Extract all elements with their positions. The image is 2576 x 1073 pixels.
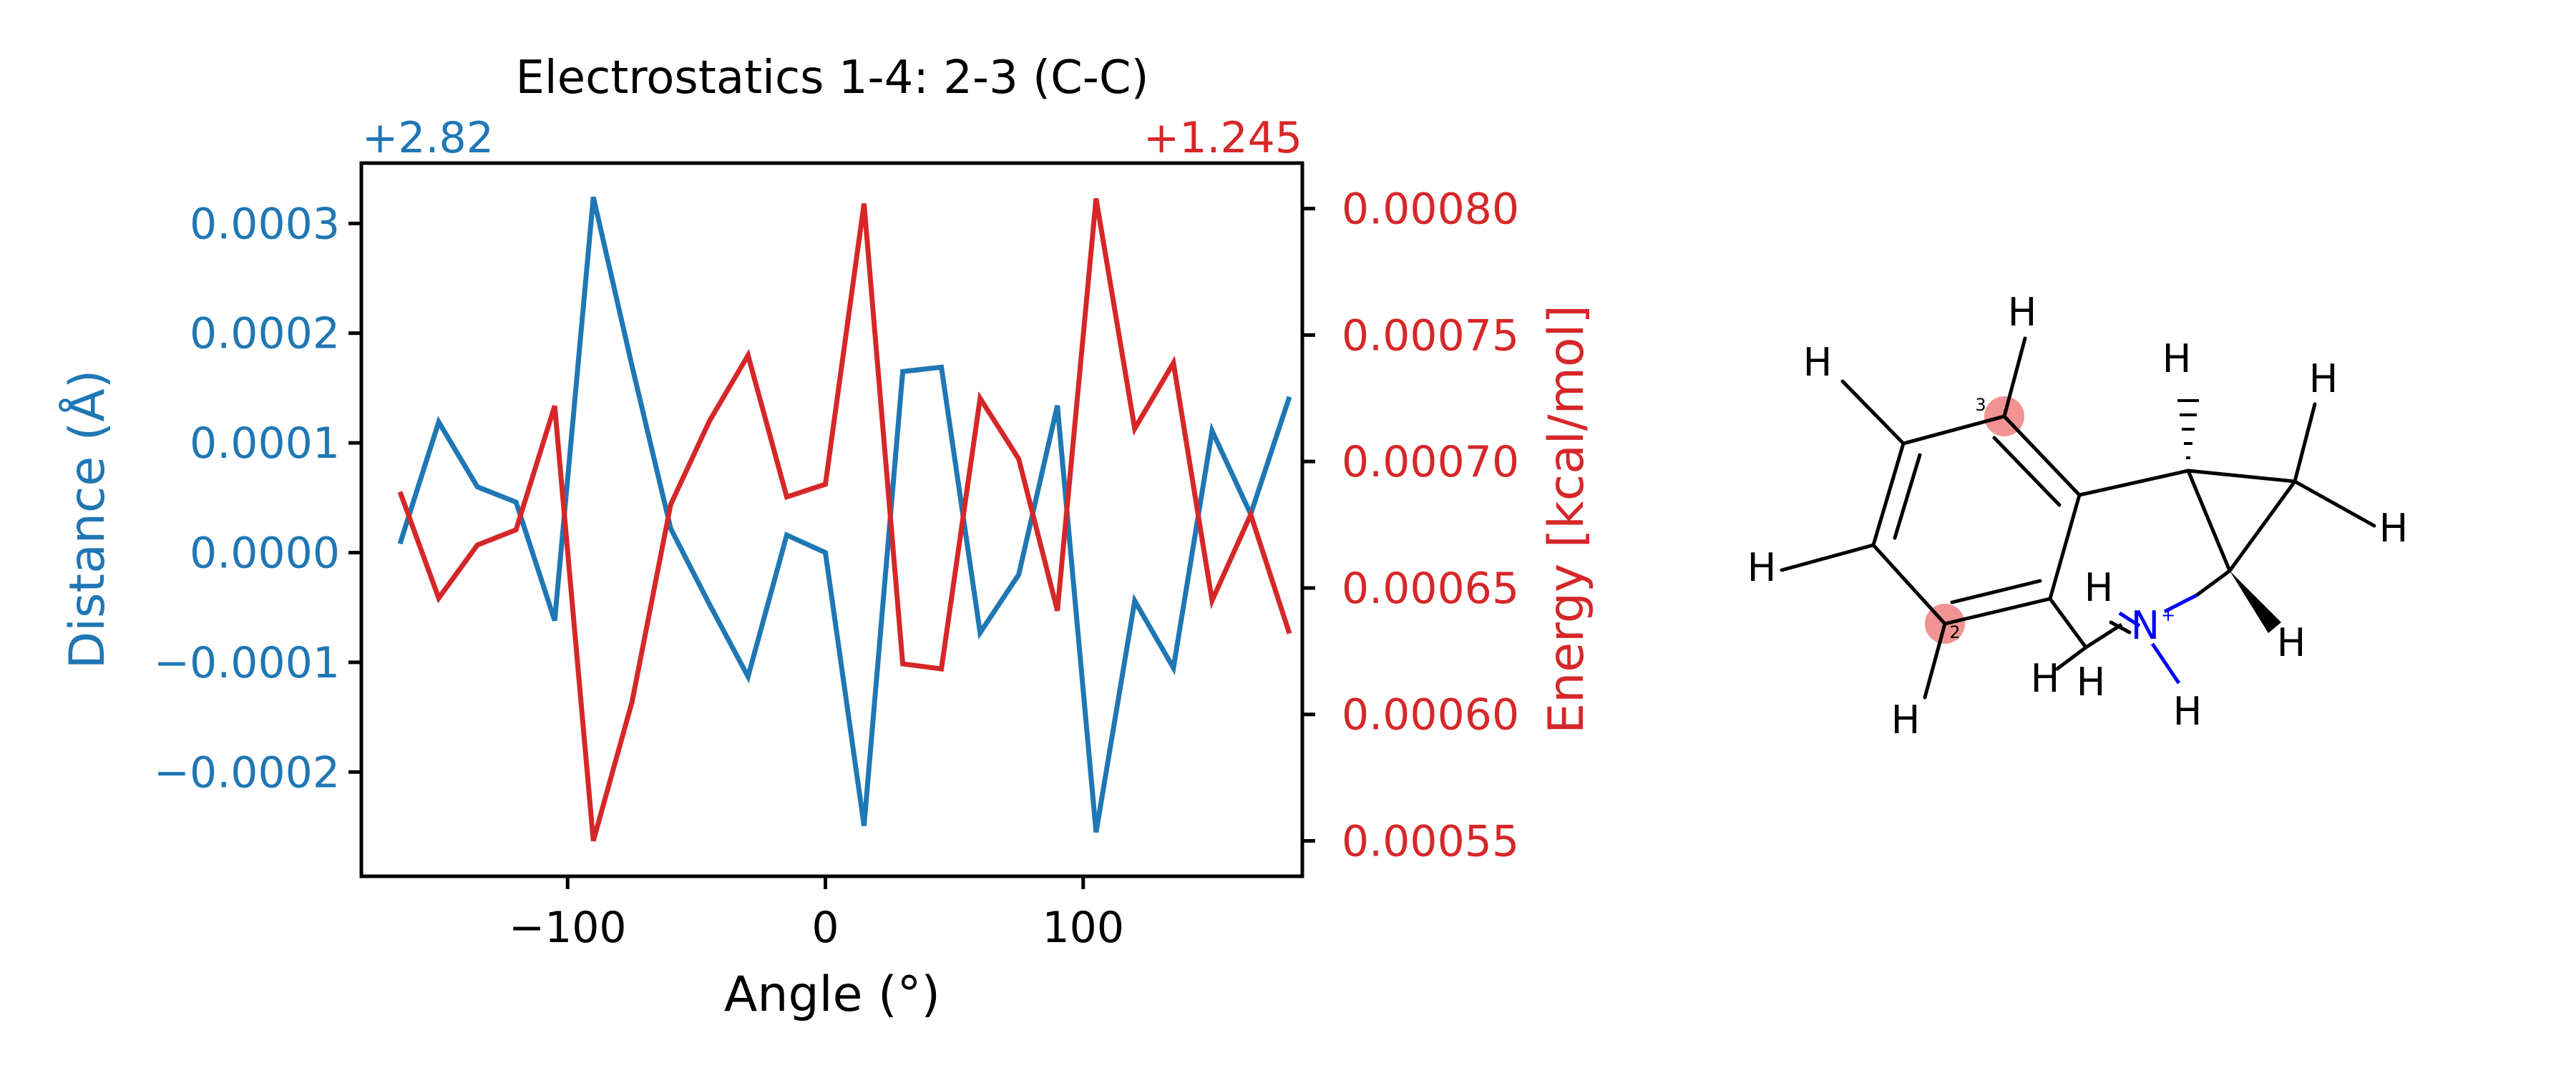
left-tick-label: 0.0000 <box>190 529 340 579</box>
right-axis-label: Energy [kcal/mol] <box>1538 305 1595 734</box>
x-tick-label: 100 <box>1043 903 1125 953</box>
atom-h: H <box>2309 356 2338 401</box>
atom-h: H <box>2008 290 2037 335</box>
atom-h: H <box>1891 697 1921 743</box>
atom-h: H <box>2277 620 2306 665</box>
atom-h: H <box>2077 660 2106 705</box>
right-axis-offset: +1.245 <box>1143 113 1302 163</box>
molecule-structure: H H H H H H H H H H H H N + 3 2 <box>1747 290 2409 743</box>
left-tick-label: −0.0002 <box>154 748 340 798</box>
n-bond-ch2 <box>2084 622 2123 650</box>
bonds <box>1780 336 2376 700</box>
right-tick-label: 0.00075 <box>1342 310 1519 361</box>
plot-frame <box>359 161 1304 878</box>
right-tick-label: 0.00065 <box>1342 564 1519 614</box>
atom-h: H <box>2162 336 2192 381</box>
atom-h: H <box>2173 689 2202 734</box>
left-tick-label: −0.0001 <box>154 638 340 688</box>
hash-bond <box>2177 399 2199 459</box>
wedge-bond <box>2230 571 2281 633</box>
x-tick-label: −100 <box>509 903 627 953</box>
atom-n: N <box>2131 603 2160 648</box>
x-tick-label: 0 <box>811 903 839 953</box>
right-tick-label: 0.00055 <box>1342 817 1519 867</box>
left-tick-label: 0.0003 <box>190 199 340 249</box>
left-tick-label: 0.0002 <box>190 309 340 359</box>
left-axis-ticks: −0.0002 −0.0001 0.0000 0.0001 0.0002 0.0003 <box>154 199 361 798</box>
chart-title: Electrostatics 1-4: 2-3 (C-C) <box>515 52 1148 104</box>
right-axis-ticks: 0.00055 0.00060 0.00065 0.00070 0.00075 0.000… <box>1302 185 1519 867</box>
atom-h: H <box>2031 656 2060 701</box>
left-axis-offset: +2.82 <box>362 113 494 163</box>
right-tick-label: 0.00070 <box>1342 437 1519 487</box>
distance-series-line <box>397 196 1292 833</box>
right-tick-label: 0.00080 <box>1342 185 1519 235</box>
atom-h: H <box>2084 565 2114 610</box>
energy-series-line <box>397 197 1292 842</box>
atom-h: H <box>1747 545 1777 590</box>
right-tick-label: 0.00060 <box>1342 690 1519 740</box>
atom-labels: H H H H H H H H H H H H N + 3 2 <box>1747 290 2409 743</box>
atom-n-charge: + <box>2161 605 2175 625</box>
left-tick-label: 0.0001 <box>190 418 340 469</box>
n-bond-c <box>2163 593 2198 614</box>
x-axis-ticks: −100 0 100 <box>509 876 1124 953</box>
n-bond-h-upper <box>2118 611 2141 628</box>
series-layer <box>397 196 1292 842</box>
atom-h: H <box>1803 340 1833 385</box>
n-bond-h-lower <box>2150 642 2181 685</box>
atom-index-3: 3 <box>1975 395 1986 415</box>
x-axis-label: Angle (°) <box>724 966 940 1023</box>
atom-index-2: 2 <box>1949 622 1960 642</box>
atom-h: H <box>2379 506 2409 551</box>
left-axis-label: Distance (Å) <box>58 370 116 670</box>
chart: Electrostatics 1-4: 2-3 (C-C) +2.82 +1.2… <box>58 52 1595 1023</box>
